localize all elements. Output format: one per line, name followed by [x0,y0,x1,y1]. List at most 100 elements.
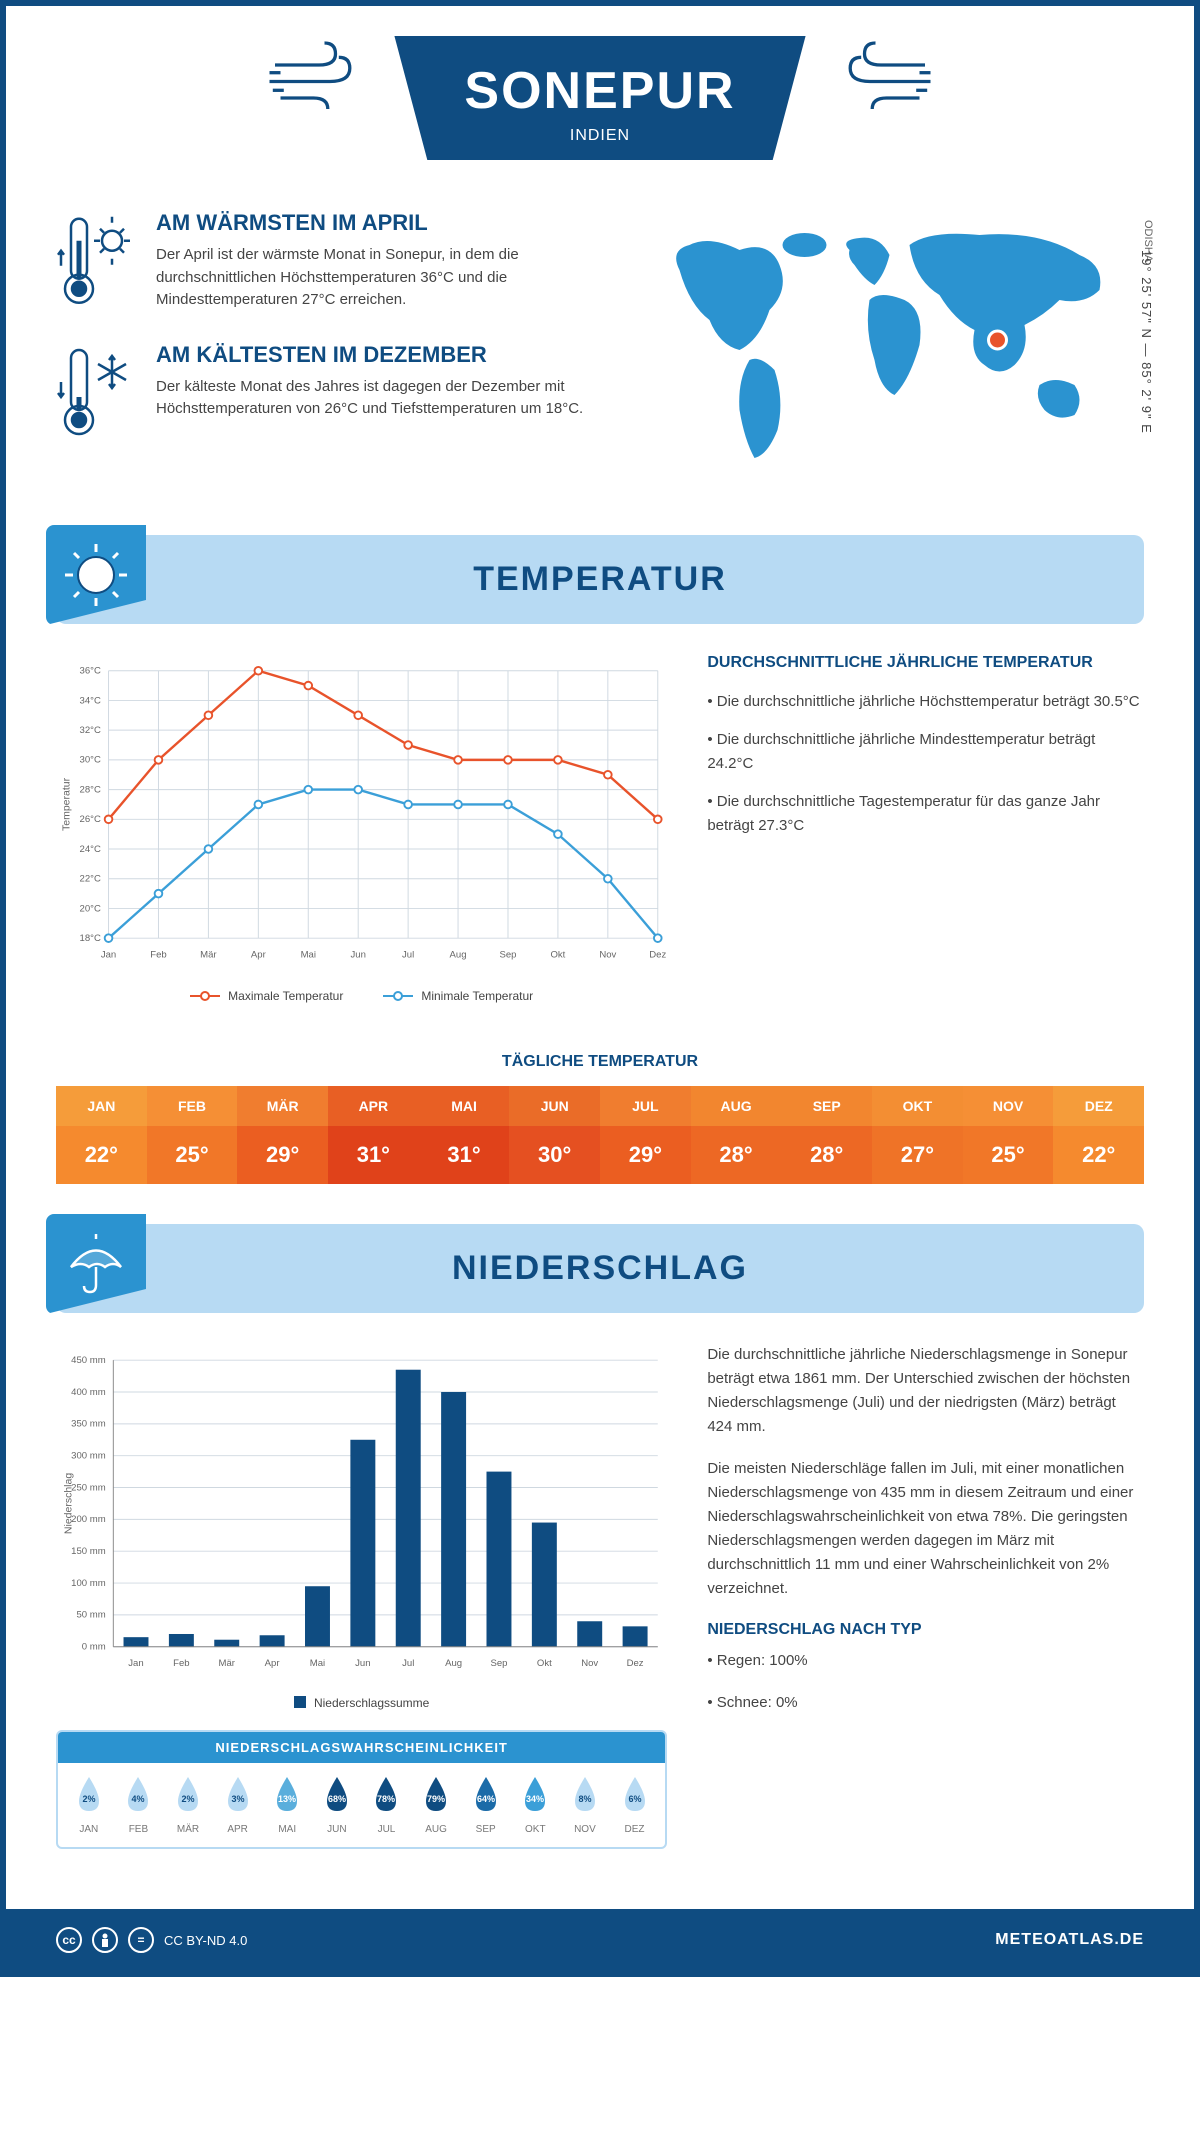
daily-temp-col: JUL29° [600,1086,691,1184]
country-subtitle: INDIEN [464,127,735,145]
probability-cell: 2% MÄR [163,1775,213,1835]
daily-temp-col: AUG28° [691,1086,782,1184]
precip-type2: • Schnee: 0% [707,1691,1144,1715]
svg-text:Dez: Dez [627,1658,644,1669]
by-icon [92,1927,118,1953]
svg-text:Aug: Aug [450,949,467,960]
daily-temp-col: MÄR29° [237,1086,328,1184]
svg-text:Sep: Sep [490,1658,507,1669]
svg-text:200 mm: 200 mm [71,1514,106,1525]
svg-text:Jan: Jan [101,949,116,960]
svg-text:Apr: Apr [251,949,267,960]
daily-temp-col: DEZ22° [1053,1086,1144,1184]
svg-text:6%: 6% [628,1794,641,1804]
svg-text:Nov: Nov [581,1658,598,1669]
svg-text:2%: 2% [82,1794,95,1804]
svg-text:Aug: Aug [445,1658,462,1669]
svg-text:8%: 8% [578,1794,591,1804]
coordinates: 19° 25' 57" N — 85° 2' 9" E [1139,250,1154,434]
precip-legend-box [294,1696,306,1708]
svg-text:Nov: Nov [599,949,616,960]
daily-temp-col: FEB25° [147,1086,238,1184]
svg-text:36°C: 36°C [80,666,101,677]
svg-text:Jul: Jul [402,1658,414,1669]
svg-text:450 mm: 450 mm [71,1355,106,1366]
license-text: CC BY-ND 4.0 [164,1933,247,1948]
svg-text:Okt: Okt [550,949,565,960]
precip-legend: Niederschlagssumme [56,1696,667,1710]
temp-title: TEMPERATUR [81,560,1119,599]
temp-body: 18°C20°C22°C24°C26°C28°C30°C32°C34°C36°C… [6,624,1194,1033]
precip-title: NIEDERSCHLAG [81,1249,1119,1288]
probability-cell: 78% JUL [362,1775,412,1835]
intro-facts: AM WÄRMSTEN IM APRIL Der April ist der w… [56,210,585,495]
svg-text:3%: 3% [231,1794,244,1804]
thermometer-hot-icon [56,210,136,312]
svg-text:250 mm: 250 mm [71,1482,106,1493]
umbrella-icon [61,1229,131,1299]
temp-bullet2: • Die durchschnittliche jährliche Mindes… [707,728,1144,776]
svg-text:400 mm: 400 mm [71,1387,106,1398]
svg-text:32°C: 32°C [80,725,101,736]
title-banner: SONEPUR INDIEN [394,36,805,160]
coldest-title: AM KÄLTESTEN IM DEZEMBER [156,342,585,368]
daily-temp-title: TÄGLICHE TEMPERATUR [6,1053,1194,1071]
svg-text:100 mm: 100 mm [71,1578,106,1589]
probability-cell: 68% JUN [312,1775,362,1835]
probability-cell: 79% AUG [411,1775,461,1835]
temp-bullet3: • Die durchschnittliche Tagestemperatur … [707,790,1144,838]
probability-cell: 64% SEP [461,1775,511,1835]
svg-text:Dez: Dez [649,949,666,960]
svg-text:28°C: 28°C [80,784,101,795]
temp-info-title: DURCHSCHNITTLICHE JÄHRLICHE TEMPERATUR [707,654,1144,672]
svg-text:Niederschlag: Niederschlag [62,1473,74,1534]
svg-text:34%: 34% [526,1794,544,1804]
svg-text:Jun: Jun [355,1658,370,1669]
svg-text:22°C: 22°C [80,874,101,885]
warmest-text: AM WÄRMSTEN IM APRIL Der April ist der w… [156,210,585,312]
svg-text:150 mm: 150 mm [71,1546,106,1557]
probability-header: NIEDERSCHLAGSWAHRSCHEINLICHKEIT [58,1732,665,1763]
precip-legend-label: Niederschlagssumme [314,1696,429,1710]
svg-text:Jul: Jul [402,949,414,960]
daily-temp-col: MAI31° [419,1086,510,1184]
svg-text:13%: 13% [278,1794,296,1804]
probability-row: 2% JAN 4% FEB 2% MÄR 3% APR 13% MAI [58,1763,665,1847]
wind-icon-left [264,36,374,116]
precip-text: Die durchschnittliche jährliche Niedersc… [707,1343,1144,1849]
daily-temp-col: NOV25° [963,1086,1054,1184]
precip-type1: • Regen: 100% [707,1649,1144,1673]
precip-p2: Die meisten Niederschläge fallen im Juli… [707,1457,1144,1601]
header: SONEPUR INDIEN [6,6,1194,180]
probability-cell: 4% FEB [114,1775,164,1835]
warmest-fact: AM WÄRMSTEN IM APRIL Der April ist der w… [56,210,585,312]
svg-text:24°C: 24°C [80,844,101,855]
probability-cell: 8% NOV [560,1775,610,1835]
world-map-area: ODISHA 19° 25' 57" N — 85° 2' 9" E [615,210,1144,495]
precip-bar-chart: 0 mm50 mm100 mm150 mm200 mm250 mm300 mm3… [56,1343,667,1683]
daily-temp-col: OKT27° [872,1086,963,1184]
city-title: SONEPUR [464,61,735,121]
legend-min: .legend-item:nth-child(2) .legend-line::… [383,989,533,1003]
svg-text:Temperatur: Temperatur [60,777,72,831]
legend-max-label: Maximale Temperatur [228,989,343,1003]
warmest-body: Der April ist der wärmste Monat in Sonep… [156,244,585,312]
precip-body: 0 mm50 mm100 mm150 mm200 mm250 mm300 mm3… [6,1313,1194,1879]
cc-icon: cc [56,1927,82,1953]
svg-text:2%: 2% [182,1794,195,1804]
legend-min-label: Minimale Temperatur [421,989,533,1003]
sun-icon-wrap [46,525,146,625]
temp-line-chart: 18°C20°C22°C24°C26°C28°C30°C32°C34°C36°C… [56,654,667,974]
precip-left: 0 mm50 mm100 mm150 mm200 mm250 mm300 mm3… [56,1343,667,1849]
temp-section-header: TEMPERATUR [56,535,1144,624]
svg-text:26°C: 26°C [80,814,101,825]
probability-cell: 13% MAI [262,1775,312,1835]
coldest-body: Der kälteste Monat des Jahres ist dagege… [156,376,585,421]
svg-text:0 mm: 0 mm [82,1642,106,1653]
temp-bullet1: • Die durchschnittliche jährliche Höchst… [707,690,1144,714]
umbrella-icon-wrap [46,1214,146,1314]
wind-icon-right [826,36,936,116]
svg-text:Mai: Mai [301,949,316,960]
svg-text:Mär: Mär [200,949,217,960]
svg-text:64%: 64% [477,1794,495,1804]
